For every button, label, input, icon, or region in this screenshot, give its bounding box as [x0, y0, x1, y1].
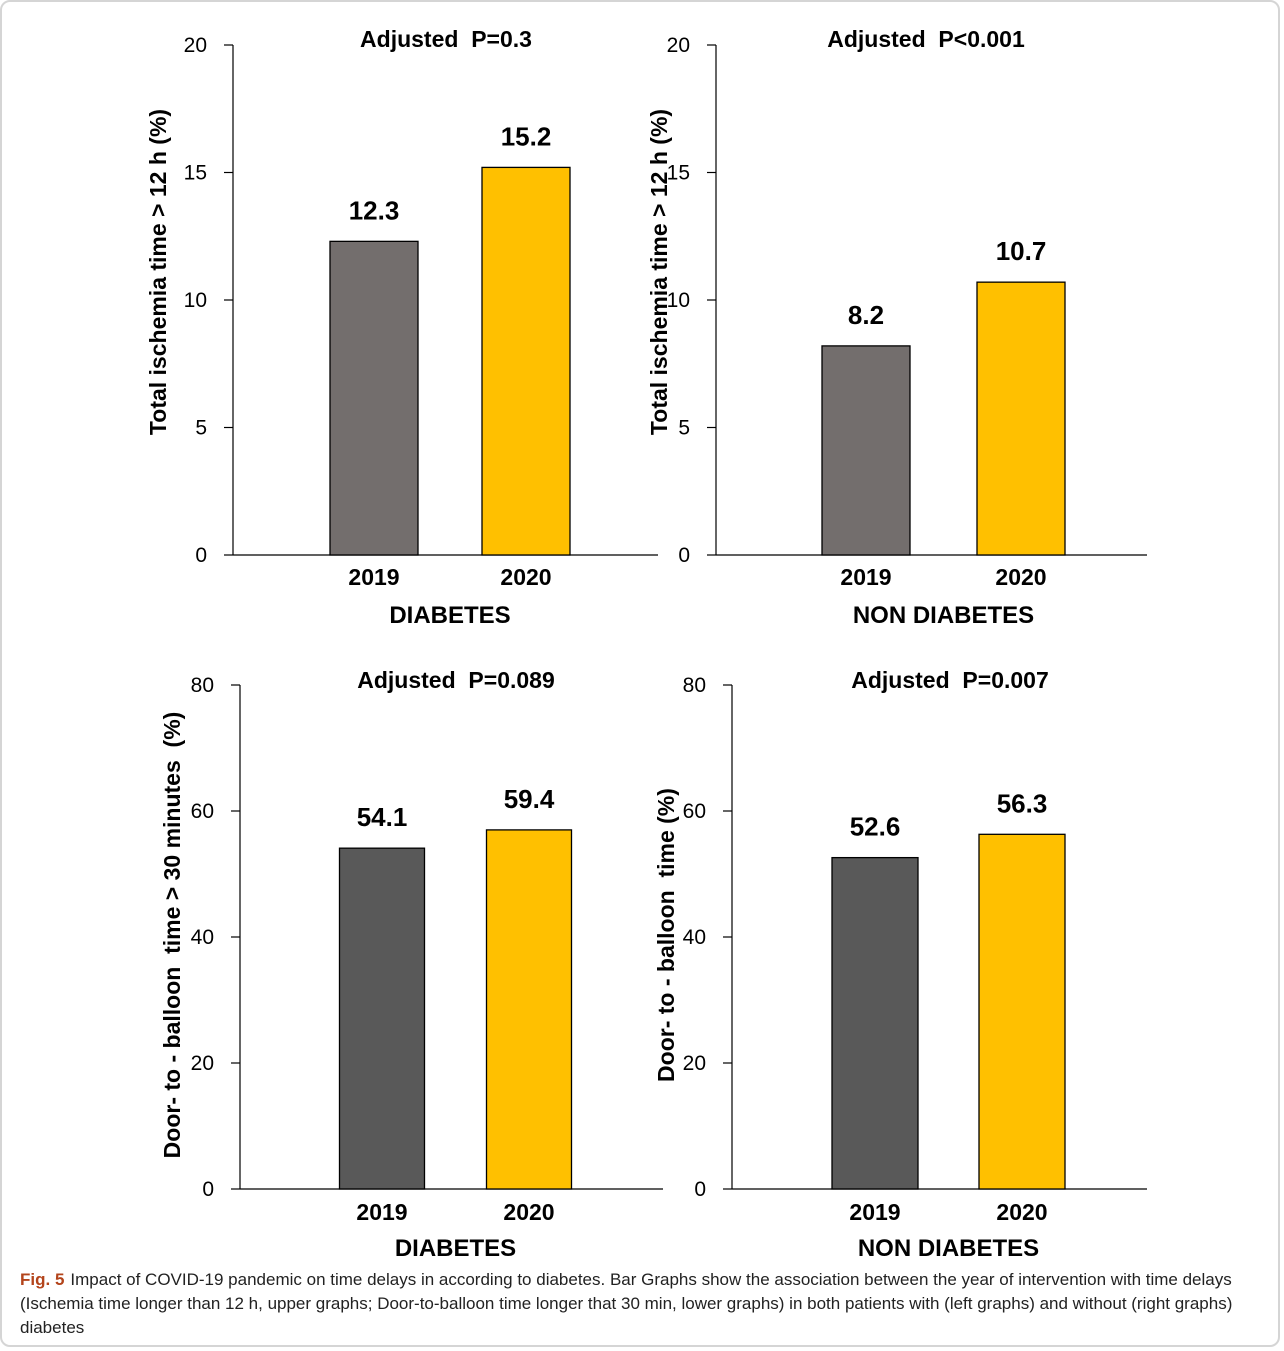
- panel-4-y-tick-label-4: 80: [683, 674, 706, 697]
- panel-4-y-tick-label-3: 60: [683, 800, 706, 823]
- panel-1-data-label-2020: 15.2: [501, 121, 552, 151]
- caption-text: Impact of COVID-19 pandemic on time dela…: [20, 1270, 1233, 1337]
- panel-3-y-tick-label-4: 80: [191, 674, 214, 697]
- panel-1-bar-2020: [481, 166, 571, 556]
- panel-3-bar-2019: [338, 847, 426, 1190]
- panel-2-y-tick-label-1: 5: [678, 417, 690, 440]
- panel-2-data-label-2019: 8.2: [848, 300, 884, 330]
- panel-1-y-tick-label-3: 15: [184, 162, 207, 185]
- panel-4-y-axis-label: Door- to - balloon time (%): [653, 788, 679, 1082]
- panel-3-bar-2020: [485, 829, 573, 1190]
- panel-2-y-tick-label-4: 20: [667, 34, 690, 57]
- panel-3-y-tick-label-3: 60: [191, 800, 214, 823]
- panel-2-data-label-2020: 10.7: [996, 236, 1047, 266]
- panel-2-bar-2020: [976, 281, 1066, 556]
- panel-4-category-label-2020: 2020: [996, 1199, 1047, 1225]
- panel-1-data-label-2019: 12.3: [349, 195, 400, 225]
- panel-2-y-axis-label: Total ischemia time > 12 h (%): [646, 109, 672, 435]
- panel-1-y-tick-label-4: 20: [184, 34, 207, 57]
- panel-1-y-axis-label: Total ischemia time > 12 h (%): [145, 109, 171, 435]
- panel-2-category-label-2020: 2020: [995, 564, 1046, 590]
- figure-caption: Fig. 5 Impact of COVID-19 pandemic on tim…: [20, 1268, 1265, 1340]
- panel-3-y-axis-label: Door- to - balloon time > 30 minutes (%): [159, 712, 185, 1159]
- panel-4-y-tick-label-1: 20: [683, 1052, 706, 1075]
- panel-4-bar-2020: [978, 833, 1066, 1190]
- panel-2-y-tick-label-2: 10: [667, 289, 690, 312]
- panel-3-y-tick-label-1: 20: [191, 1052, 214, 1075]
- panel-4-x-axis-label: NON DIABETES: [858, 1235, 1039, 1262]
- panel-3-category-label-2020: 2020: [503, 1199, 554, 1225]
- panel-2-y-tick-label-0: 0: [678, 544, 690, 567]
- panel-1-category-label-2020: 2020: [500, 564, 551, 590]
- figure-label: Fig. 5: [20, 1270, 65, 1289]
- panel-2-category-label-2019: 2019: [840, 564, 891, 590]
- panel-2-x-axis-label: NON DIABETES: [853, 602, 1034, 629]
- panel-3-x-axis-label: DIABETES: [395, 1235, 516, 1262]
- panel-4-y-tick-label-0: 0: [694, 1178, 706, 1201]
- panel-1-bar-2019: [329, 240, 419, 556]
- panel-3-data-label-2019: 54.1: [357, 802, 408, 832]
- panel-3-data-label-2020: 59.4: [504, 784, 555, 814]
- panel-1-category-label-2019: 2019: [348, 564, 399, 590]
- panel-1-x-axis-label: DIABETES: [389, 602, 510, 629]
- panel-3-category-label-2019: 2019: [356, 1199, 407, 1225]
- panel-1-title: Adjusted P=0.3: [360, 26, 532, 52]
- panel-4-bar-2019: [831, 856, 919, 1190]
- panel-4-category-label-2019: 2019: [849, 1199, 900, 1225]
- panel-2-y-tick-label-3: 15: [667, 162, 690, 185]
- panel-3-y-tick-label-2: 40: [191, 926, 214, 949]
- panel-1-y-tick-label-1: 5: [195, 417, 207, 440]
- panel-1-y-tick-label-0: 0: [195, 544, 207, 567]
- panel-1-y-tick-label-2: 10: [184, 289, 207, 312]
- panel-2-title: Adjusted P<0.001: [827, 26, 1025, 52]
- panel-4-data-label-2020: 56.3: [997, 788, 1048, 818]
- panel-3-title: Adjusted P=0.089: [357, 667, 555, 693]
- panel-4-title: Adjusted P=0.007: [851, 667, 1049, 693]
- panel-4-y-tick-label-2: 40: [683, 926, 706, 949]
- panel-3-y-tick-label-0: 0: [202, 1178, 214, 1201]
- panel-2-bar-2019: [821, 345, 911, 556]
- panel-4-data-label-2019: 52.6: [850, 812, 901, 842]
